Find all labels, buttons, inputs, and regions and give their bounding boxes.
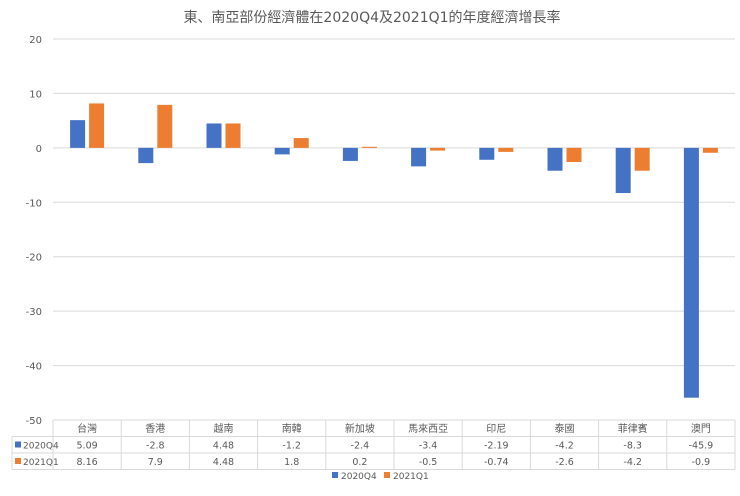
category-label: 菲律賓 [618, 422, 648, 435]
bar-2021Q1-南韓 [293, 138, 309, 148]
table-cell-value: -8.3 [623, 441, 642, 452]
bar-2020Q4-澳門 [683, 147, 699, 398]
table-series-name: 2021Q1 [23, 458, 59, 468]
bar-2021Q1-台灣 [89, 103, 105, 148]
table-cell-value: 8.16 [77, 457, 98, 468]
bar-2020Q4-菲律賓 [615, 147, 631, 194]
table-cell-value: -45.9 [689, 441, 714, 452]
table-cell-value: -0.74 [484, 457, 509, 468]
table-cell-value: -0.5 [419, 457, 438, 468]
legend-label: 2020Q4 [341, 472, 377, 482]
table-cell-value: 5.09 [77, 441, 98, 452]
y-tick-label: -50 [26, 416, 42, 427]
bar-2021Q1-印尼 [498, 147, 514, 152]
category-label: 印尼 [486, 423, 506, 435]
y-tick-label: 10 [29, 89, 42, 100]
y-axis-ticks: 20 10 0 -10 -20 -30 -40 -50 [26, 35, 42, 427]
table-legend-key [15, 441, 21, 448]
bar-2020Q4-越南 [206, 123, 222, 148]
bar-2021Q1-越南 [225, 123, 241, 148]
table-cell-value: -4.2 [623, 457, 642, 468]
category-label: 新加坡 [345, 422, 375, 435]
category-label: 澳門 [691, 422, 711, 435]
bar-2020Q4-南韓 [274, 147, 290, 155]
table-cell-value: 4.48 [213, 457, 234, 468]
table-cell-value: 7.9 [148, 457, 163, 468]
bars [70, 103, 718, 398]
table-cell-value: 1.8 [284, 457, 299, 468]
chart-title: 東、南亞部份經濟體在2020Q4及2021Q1的年度經濟增長率 [183, 9, 560, 26]
category-label: 泰國 [555, 422, 575, 435]
table-cell-value: 0.2 [352, 457, 367, 468]
legend-key [384, 472, 390, 478]
bar-2021Q1-新加坡 [361, 146, 377, 148]
category-label: 馬來西亞 [408, 423, 448, 435]
table-cell-value: -2.8 [146, 441, 165, 452]
y-tick-label: -10 [26, 198, 42, 209]
bar-2020Q4-新加坡 [342, 147, 358, 161]
bar-2020Q4-台灣 [70, 120, 86, 148]
table-cell-value: -0.9 [692, 457, 711, 468]
bar-2021Q1-澳門 [702, 147, 718, 153]
table-cell-value: -2.19 [484, 441, 509, 452]
y-tick-label: 0 [36, 144, 42, 155]
legend-key [332, 472, 338, 478]
y-tick-label: -30 [26, 307, 42, 318]
bar-2020Q4-印尼 [479, 147, 495, 160]
table-cell-value: -2.6 [555, 457, 574, 468]
data-table: 台灣 香港 越南 南韓 新加坡 馬來西亞 印尼 泰國 菲律賓 澳門 2020Q4 5.09 -2.8 4.… [11, 419, 736, 470]
category-label: 台灣 [77, 422, 97, 435]
table-cell-value: -4.2 [555, 441, 574, 452]
category-label: 越南 [214, 422, 234, 435]
bar-2021Q1-泰國 [566, 147, 582, 163]
category-label: 香港 [145, 423, 165, 435]
legend: 2020Q4 2021Q1 [332, 472, 429, 482]
y-tick-label: 20 [29, 35, 42, 46]
table-series-name: 2020Q4 [23, 442, 59, 452]
bar-2021Q1-香港 [157, 104, 173, 148]
table-cell-value: 4.48 [213, 441, 234, 452]
table-cell-value: -1.2 [282, 441, 301, 452]
bar-2020Q4-香港 [138, 147, 154, 164]
gridlines [53, 38, 735, 421]
bar-2021Q1-馬來西亞 [430, 147, 446, 151]
y-tick-label: -40 [26, 362, 42, 373]
y-tick-label: -20 [26, 253, 42, 264]
table-legend-key [15, 458, 21, 464]
table-cell-value: -2.4 [351, 441, 370, 452]
table-cell-value: -3.4 [419, 441, 438, 452]
bar-2021Q1-菲律賓 [634, 147, 650, 171]
legend-label: 2021Q1 [393, 472, 429, 482]
category-label: 南韓 [282, 422, 302, 435]
bar-2020Q4-馬來西亞 [411, 147, 427, 167]
bar-2020Q4-泰國 [547, 147, 563, 171]
